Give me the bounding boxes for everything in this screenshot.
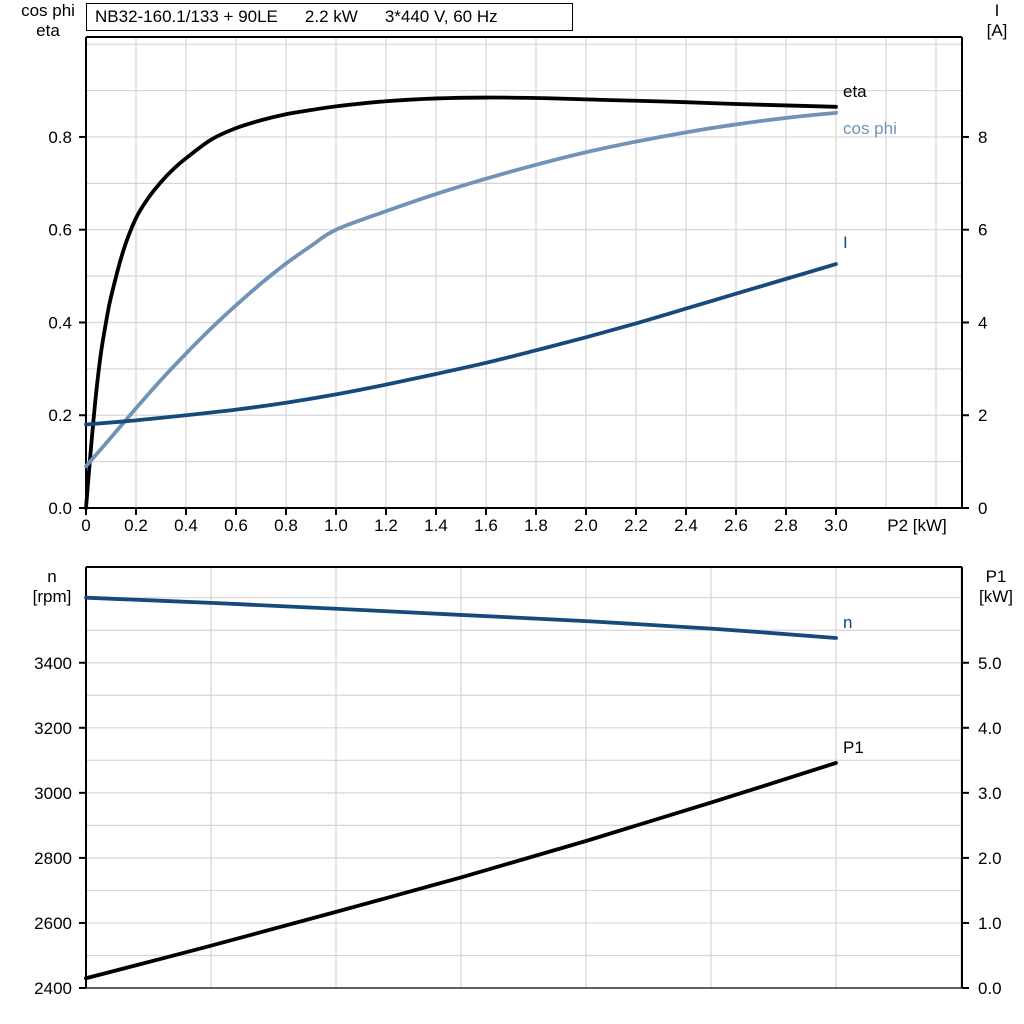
cos-phi-curve (84, 110, 838, 469)
speed-axis-label: n (47, 567, 57, 586)
bottom-tick-labels: 2400 2600 2800 3000 3200 3400 0.0 1.0 2.0 3.0 4.0 5… (34, 613, 1001, 998)
chart-title-box: NB32-160.1/133 + 90LE 2.2 kW 3*440 V, 60… (86, 3, 573, 31)
pump-model-label: NB32-160.1/133 + 90LE (95, 7, 278, 26)
bottom-gridlines (86, 567, 962, 988)
eta-axis-label: eta (36, 21, 60, 40)
top-ticks (79, 135, 969, 515)
x-tick-label: 0 (81, 516, 90, 535)
x-tick-label: 0.2 (124, 516, 148, 535)
x-axis-label: P2 [kW] (887, 516, 947, 535)
top-right-axis-title: I [A] (973, 1, 1021, 41)
p1-unit-label: [kW] (979, 587, 1013, 606)
top-tick-labels: 0.0 0.2 0.4 0.6 0.8 0 2 4 6 8 0 0.2 0.4 0.6 0.8 1.0 1.2 1… (48, 82, 987, 535)
bottom-chart: 2400 2600 2800 3000 3200 3400 0.0 1.0 2.0 3.0 4.0 5… (34, 566, 1002, 998)
I-curve-label: I (843, 233, 848, 252)
left-tick-label: 3400 (34, 654, 72, 673)
left-tick-label: 0.6 (48, 221, 72, 240)
x-tick-label: 2.2 (624, 516, 648, 535)
right-tick-label: 2.0 (978, 849, 1002, 868)
current-unit-label: [A] (986, 21, 1008, 40)
x-tick-label: 1.6 (474, 516, 498, 535)
left-tick-label: 2400 (34, 979, 72, 998)
n-curve-label: n (843, 613, 852, 632)
n-curve (84, 595, 838, 640)
right-tick-label: 5.0 (978, 654, 1002, 673)
left-tick-label: 3000 (34, 784, 72, 803)
top-gridlines (86, 37, 962, 508)
top-axes (85, 36, 963, 509)
right-tick-label: 4 (978, 313, 987, 332)
x-tick-label: 1.4 (424, 516, 448, 535)
cos-phi-axis-label: cos phi (21, 1, 75, 20)
left-tick-label: 0.0 (48, 499, 72, 518)
x-tick-label: 0.4 (174, 516, 198, 535)
voltage-frequency-label: 3*440 V, 60 Hz (384, 7, 498, 26)
cos-phi-curve-label: cos phi (843, 119, 897, 138)
current-axis-label: I (994, 1, 1000, 20)
top-left-axis-title: cos phi eta (8, 1, 88, 41)
right-tick-label: 0.0 (978, 979, 1002, 998)
top-chart: 0.0 0.2 0.4 0.6 0.8 0 2 4 6 8 0 0.2 0.4 0.6 0.8 1.0 1.2 1… (48, 36, 987, 535)
x-tick-label: 0.8 (274, 516, 298, 535)
x-tick-label: 2.0 (574, 516, 598, 535)
left-tick-label: 0.8 (48, 128, 72, 147)
bottom-axes (85, 566, 963, 989)
bottom-right-axis-title: P1 [kW] (968, 567, 1024, 607)
power-rating-label: 2.2 kW (304, 7, 358, 26)
p1-axis-label: P1 (985, 567, 1007, 586)
eta-curve-label: eta (843, 82, 867, 101)
left-tick-label: 2800 (34, 849, 72, 868)
I-curve (84, 262, 838, 427)
left-tick-label: 0.2 (48, 406, 72, 425)
right-tick-label: 3.0 (978, 784, 1002, 803)
x-tick-label: 3.0 (824, 516, 848, 535)
left-tick-label: 0.4 (48, 313, 72, 332)
left-tick-label: 3200 (34, 719, 72, 738)
x-tick-label: 1.8 (524, 516, 548, 535)
right-tick-label: 8 (978, 128, 987, 147)
speed-unit-label: [rpm] (32, 587, 72, 606)
eta-curve (84, 95, 838, 510)
right-tick-label: 2 (978, 406, 987, 425)
x-tick-label: 0.6 (224, 516, 248, 535)
bottom-ticks (79, 661, 969, 989)
right-tick-label: 0 (978, 499, 987, 518)
right-tick-label: 4.0 (978, 719, 1002, 738)
right-tick-label: 6 (978, 221, 987, 240)
x-tick-label: 1.0 (324, 516, 348, 535)
P1-curve (84, 761, 838, 981)
bottom-left-axis-title: n [rpm] (14, 567, 90, 607)
x-tick-label: 2.8 (774, 516, 798, 535)
right-tick-label: 1.0 (978, 914, 1002, 933)
left-tick-label: 2600 (34, 914, 72, 933)
x-tick-label: 1.2 (374, 516, 398, 535)
P1-curve-label: P1 (843, 738, 864, 757)
x-tick-label: 2.4 (674, 516, 698, 535)
x-tick-label: 2.6 (724, 516, 748, 535)
